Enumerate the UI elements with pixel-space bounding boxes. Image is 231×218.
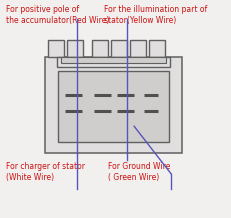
Bar <box>92 40 108 57</box>
Bar <box>48 40 64 57</box>
Bar <box>45 57 181 153</box>
Bar <box>129 40 145 57</box>
Bar <box>61 57 165 63</box>
Bar <box>148 40 164 57</box>
Text: For charger of stator
(White Wire): For charger of stator (White Wire) <box>6 162 85 182</box>
Bar <box>111 40 127 57</box>
Bar <box>57 57 169 67</box>
Text: For Ground Wire
( Green Wire): For Ground Wire ( Green Wire) <box>108 162 170 182</box>
Bar <box>66 40 82 57</box>
Bar <box>58 71 168 142</box>
Text: For the illumination part of
stator(Yellow Wire): For the illumination part of stator(Yell… <box>103 5 206 25</box>
Text: For positive pole of
the accumulator(Red Wire): For positive pole of the accumulator(Red… <box>6 5 109 25</box>
